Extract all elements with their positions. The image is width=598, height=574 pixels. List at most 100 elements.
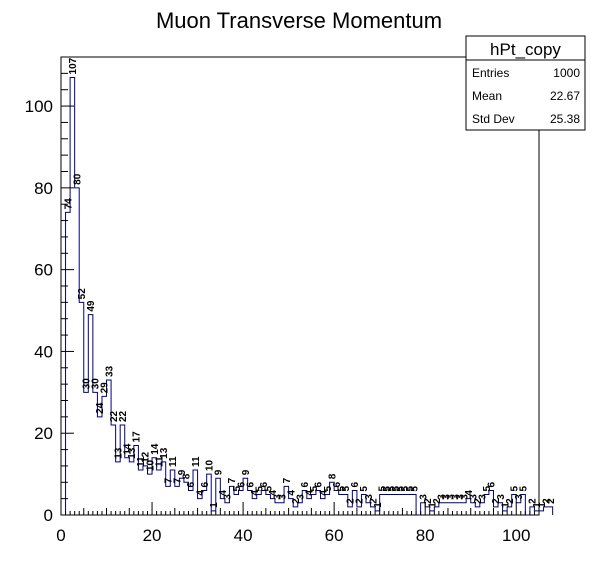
bin-value-label: 9: [214, 469, 225, 475]
histogram-bin: [147, 474, 152, 515]
x-axis-tick-label: 40: [234, 526, 253, 545]
bin-value-label: 29: [100, 382, 111, 394]
bin-value-label: 2: [528, 498, 539, 504]
stats-box: hPt_copy Entries 1000 Mean 22.67 Std Dev…: [465, 35, 586, 131]
bin-value-label: 4: [195, 490, 206, 496]
bin-value-label: 11: [191, 456, 202, 467]
bin-value-label: 6: [200, 481, 211, 487]
bin-value-label: 2: [473, 498, 484, 504]
histogram-bin: [325, 495, 330, 515]
bin-value-label: 8: [182, 473, 193, 479]
bin-value-label: 4: [286, 490, 297, 496]
histogram-bin: [97, 417, 102, 515]
bin-value-label: 5: [396, 486, 407, 492]
histogram-bin: [393, 495, 398, 515]
histogram-bin: [539, 511, 544, 515]
histogram-bin: [348, 507, 353, 515]
bin-value-label: 5: [405, 486, 416, 492]
bin-value-label: 52: [77, 288, 88, 300]
bin-value-label: 7: [173, 477, 184, 483]
stats-box-frame: [465, 35, 586, 131]
bin-value-label: 6: [350, 481, 361, 487]
bin-value-label: 2: [355, 498, 366, 504]
histogram-bin: [175, 486, 180, 515]
bin-value-label: 5: [359, 486, 370, 492]
histogram-bin: [493, 507, 498, 515]
bin-value-label: 4: [268, 490, 279, 496]
histogram-bin: [357, 507, 362, 515]
bin-value-label: 5: [341, 486, 352, 492]
histogram-outline: [65, 76, 554, 516]
bin-value-label: 2: [368, 498, 379, 504]
bin-value-label: 3: [437, 494, 448, 500]
bin-value-label: 6: [300, 481, 311, 487]
histogram-bin: [275, 503, 280, 515]
bin-value-label: 1: [373, 502, 384, 508]
histogram-bin: [448, 503, 453, 515]
bin-value-label: 3: [273, 494, 284, 500]
bin-value-label: 6: [314, 481, 325, 487]
histogram-bin: [443, 503, 448, 515]
histogram-bin: [534, 511, 539, 515]
bin-value-label: 5: [377, 486, 388, 492]
y-axis-tick-label: 80: [34, 179, 53, 198]
histogram-bin: [261, 490, 266, 515]
bin-value-label: 11: [154, 456, 165, 467]
bin-value-label: 4: [250, 490, 261, 496]
histogram-bin: [412, 495, 417, 515]
bin-value-label: 13: [159, 447, 170, 459]
histogram-bin: [311, 495, 316, 515]
bin-value-label: 5: [309, 486, 320, 492]
histogram-bin: [266, 495, 271, 515]
bin-value-label: 5: [323, 486, 334, 492]
bin-value-label: 3: [459, 494, 470, 500]
histogram-bin: [111, 425, 116, 515]
axes: 0 20 40 60 80 100 0 20 40 60 80 100: [25, 56, 540, 545]
histogram-bin: [307, 499, 312, 515]
y-axis-tick-label: 20: [34, 424, 53, 443]
histogram-bin: [257, 495, 262, 515]
x-axis-tick-label: 60: [325, 526, 344, 545]
histogram-bin: [88, 315, 93, 515]
bin-value-label: 5: [387, 486, 398, 492]
bin-value-label: 14: [150, 443, 161, 455]
bin-value-label: 49: [86, 300, 97, 312]
bin-value-label: 1: [500, 502, 511, 508]
y-axis-tick-label: 0: [44, 506, 53, 525]
stats-box-name: hPt_copy: [490, 40, 561, 59]
bin-value-label: 13: [127, 447, 138, 459]
histogram-bin: [239, 490, 244, 515]
stats-mean-label: Mean: [472, 89, 502, 103]
histogram-bin: [466, 499, 471, 515]
bin-value-label: 4: [318, 490, 329, 496]
bin-value-label: 30: [82, 378, 93, 390]
histogram-bin: [334, 490, 339, 515]
bin-value-label: 10: [204, 460, 215, 472]
histogram-bin: [129, 462, 134, 515]
histogram-bin: [293, 507, 298, 515]
bin-value-label: 5: [409, 486, 420, 492]
histogram-bin: [252, 499, 257, 515]
bin-value-label: 3: [223, 494, 234, 500]
bin-value-label: 1: [209, 502, 220, 508]
bin-value-label: 4: [464, 490, 475, 496]
histogram-bin: [211, 511, 216, 515]
bin-value-label: 3: [277, 494, 288, 500]
bin-value-label: 4: [218, 490, 229, 496]
bin-value-label: 5: [509, 486, 520, 492]
bin-value-label: 22: [118, 410, 129, 422]
histogram-bin: [170, 470, 175, 515]
bin-value-label: 3: [441, 494, 452, 500]
histogram-bin: [462, 503, 467, 515]
bin-value-label: 11: [168, 456, 179, 467]
bin-value-label: 2: [541, 498, 552, 504]
x-axis-tick-label: 20: [143, 526, 162, 545]
bin-value-label: 6: [332, 481, 343, 487]
bin-value-label: 24: [95, 402, 106, 414]
bin-value-label: 2: [423, 498, 434, 504]
bin-value-label: 7: [227, 477, 238, 483]
bin-value-label: 6: [236, 481, 247, 487]
bin-value-label: 107: [68, 57, 79, 74]
bin-value-label: 5: [255, 486, 266, 492]
